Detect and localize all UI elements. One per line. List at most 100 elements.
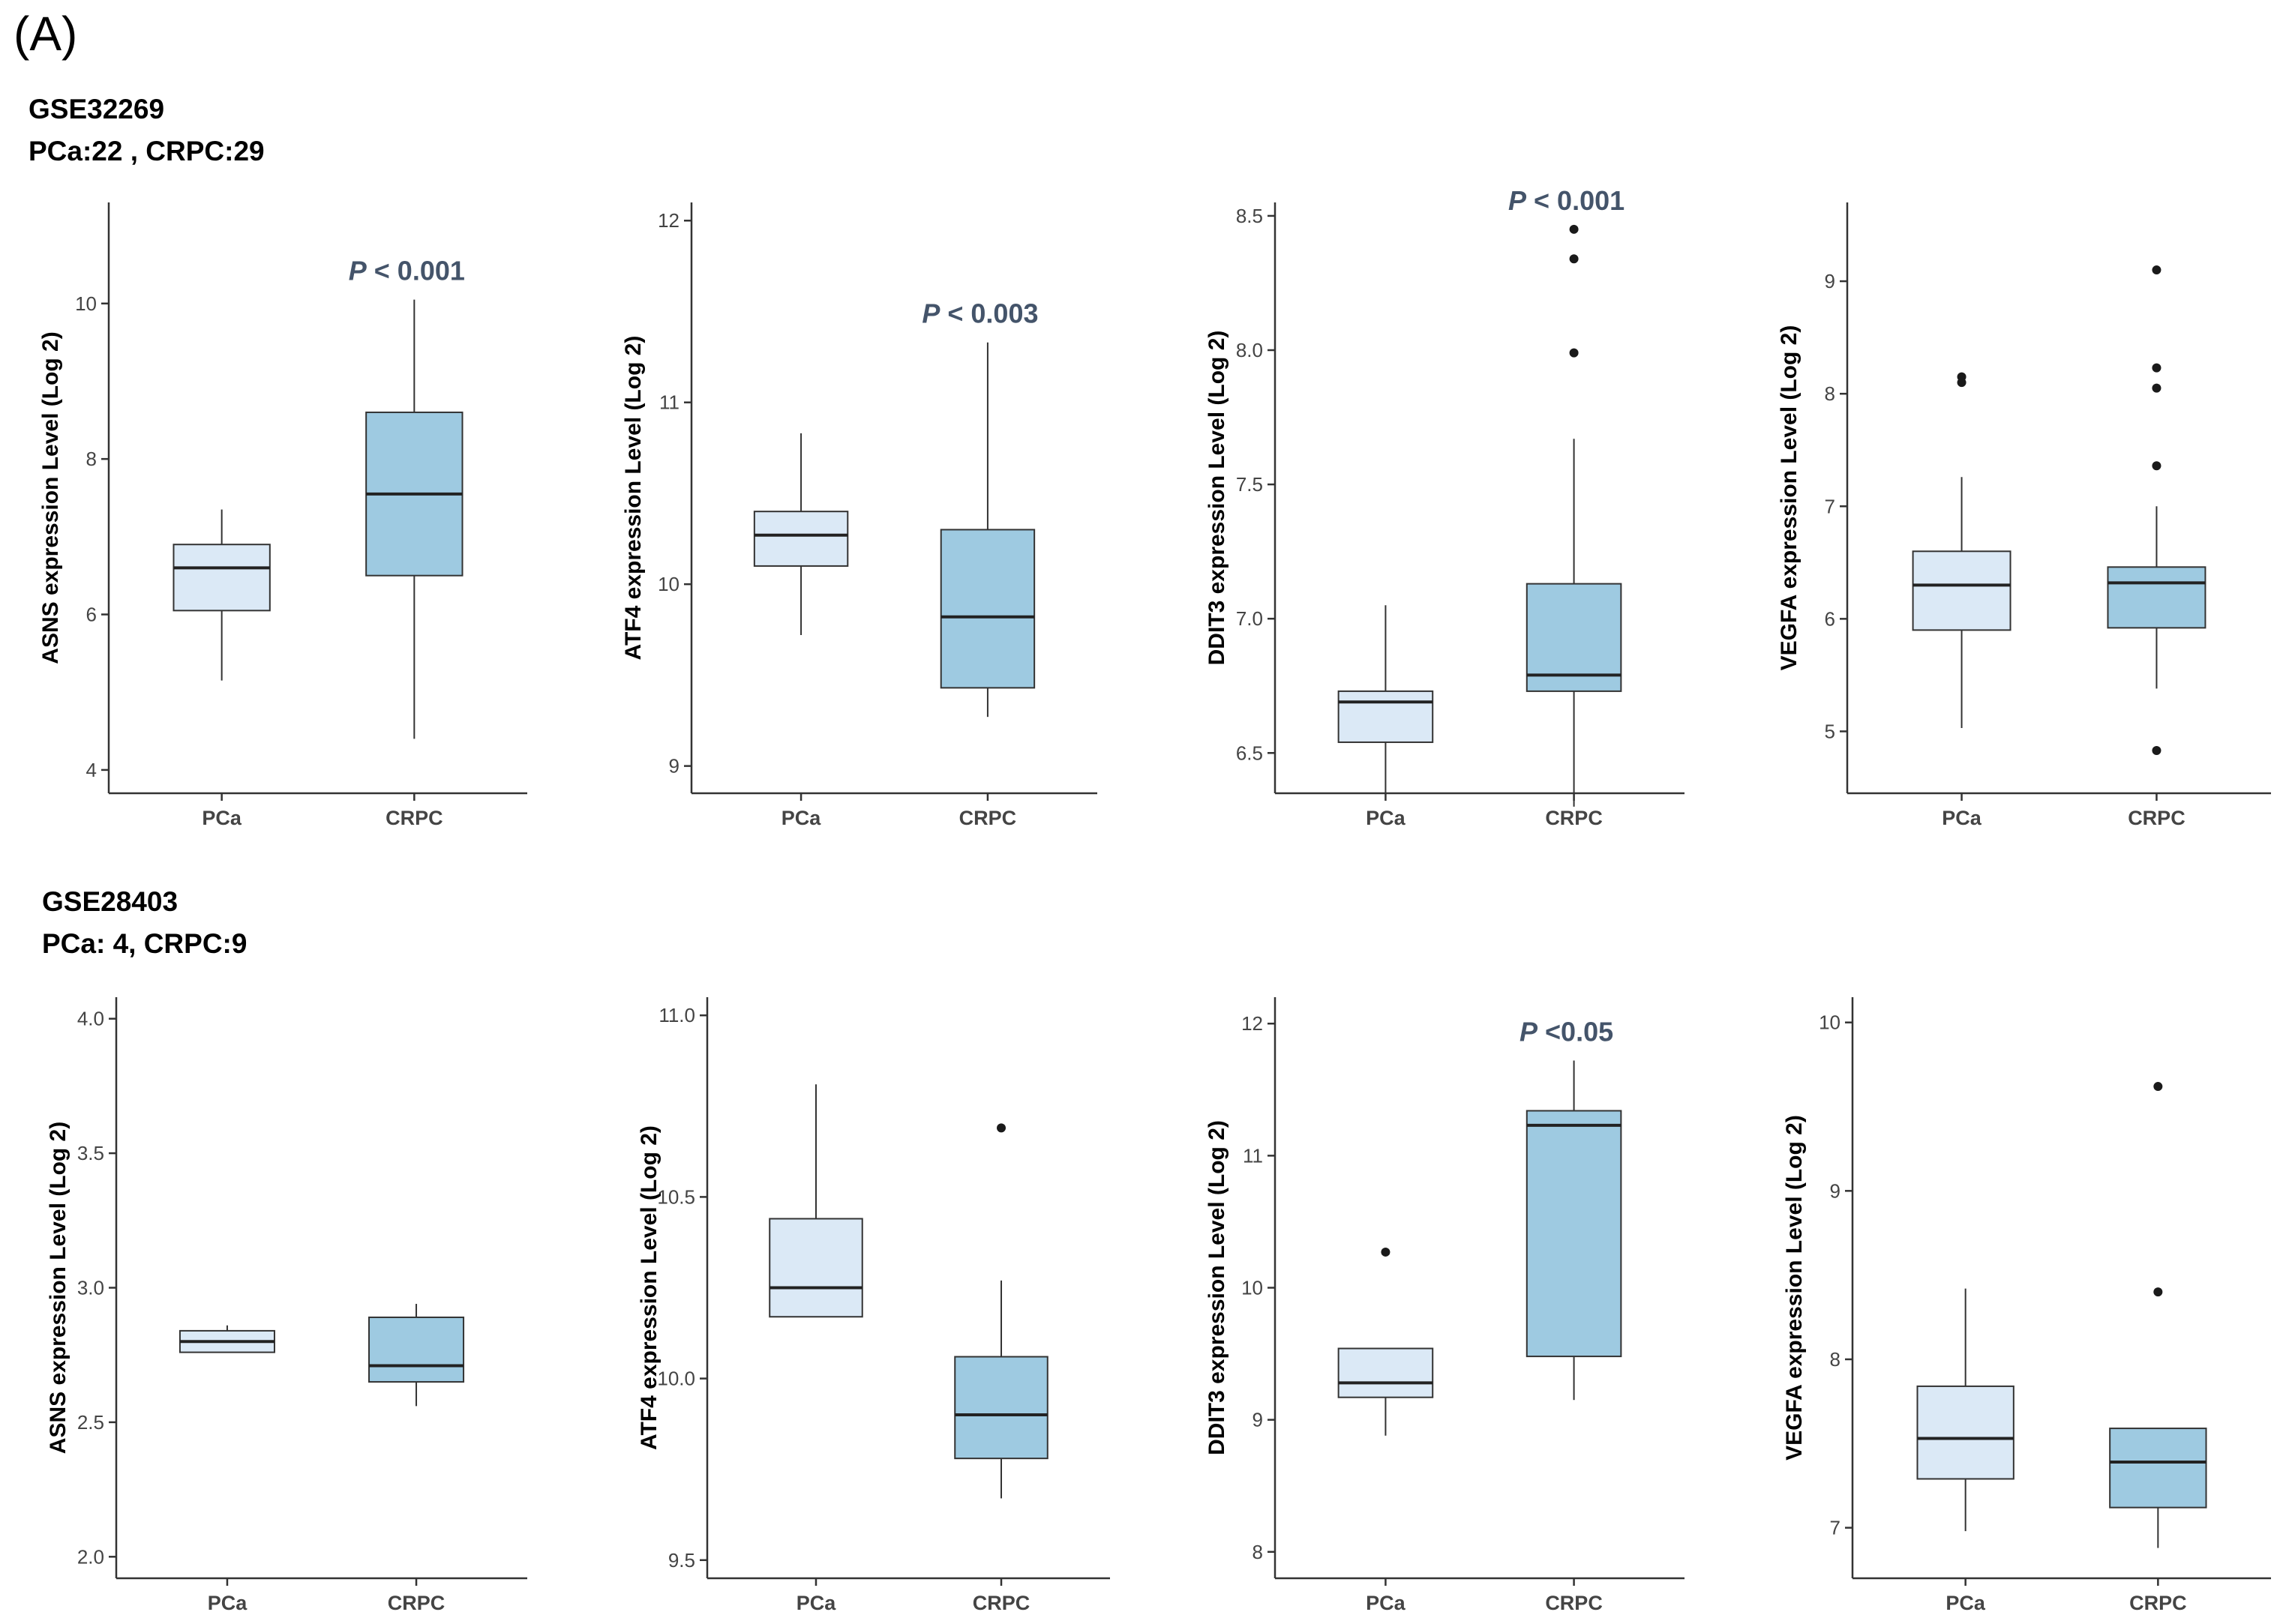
y-axis-label: VEGFA expression Level (Log 2) bbox=[1777, 325, 1802, 671]
x-tick-label-pca: PCa bbox=[202, 807, 242, 829]
y-tick-label: 10 bbox=[658, 573, 680, 595]
y-tick-label: 9 bbox=[1830, 1179, 1840, 1202]
y-tick-label: 7.0 bbox=[1236, 607, 1263, 630]
box-crpc bbox=[1526, 1110, 1622, 1358]
y-tick-label: 12 bbox=[658, 209, 680, 232]
box-pca bbox=[1912, 550, 2012, 631]
box-pca bbox=[769, 1218, 863, 1318]
y-axis-label: ATF4 expression Level (Log 2) bbox=[621, 336, 646, 661]
boxplot-1: 4 6 8 10 ASNS expression Level (Log 2) PCa CRP… bbox=[38, 202, 527, 829]
outlier-point-crpc bbox=[997, 1123, 1006, 1133]
y-tick-label: 9 bbox=[669, 755, 680, 778]
y-axis-label: DDIT3 expression Level (Log 2) bbox=[1204, 331, 1229, 666]
outlier-point-crpc bbox=[2153, 1082, 2163, 1092]
p-value-symbol: P bbox=[1508, 185, 1527, 216]
y-tick-label: 11 bbox=[1243, 1144, 1263, 1167]
outlier-point-pca bbox=[1381, 1247, 1390, 1257]
p-value-symbol: P bbox=[922, 298, 940, 329]
boxplot-8: 7 8 9 10 VEGFA expression Level (Log 2) PCa CR… bbox=[1782, 997, 2271, 1614]
outlier-point-pca bbox=[1957, 372, 1966, 382]
y-tick-label: 6 bbox=[86, 604, 97, 626]
box-pca bbox=[172, 544, 271, 612]
y-tick-label: 9 bbox=[1252, 1409, 1263, 1431]
y-tick-label: 6 bbox=[1825, 607, 1835, 630]
y-axis-label: VEGFA expression Level (Log 2) bbox=[1782, 1115, 1807, 1461]
x-tick-label-pca: PCa bbox=[1942, 807, 1982, 829]
x-tick-label-pca: PCa bbox=[782, 807, 822, 829]
outlier-point-crpc bbox=[2152, 265, 2162, 275]
y-tick-label: 8 bbox=[1825, 382, 1835, 405]
boxplot-4: 5 6 7 8 9 VEGFA expression Level (Log 2) PCa CR… bbox=[1777, 202, 2271, 829]
y-tick-label: 10.5 bbox=[657, 1185, 695, 1208]
boxplot-3: 6.5 7.0 7.5 8.0 8.5 DDIT3 expression Level (L… bbox=[1204, 185, 1684, 829]
row-title-top: GSE32269 PCa:22 , CRPC:29 bbox=[28, 88, 265, 172]
p-value-text: < 0.001 bbox=[367, 256, 465, 286]
x-tick-label-crpc: CRPC bbox=[1545, 807, 1603, 829]
y-tick-label: 7.5 bbox=[1236, 473, 1263, 496]
outlier-point-crpc bbox=[2152, 383, 2162, 393]
y-axis-label: DDIT3 expression Level (Log 2) bbox=[1204, 1120, 1229, 1455]
sample-counts: PCa:22 , CRPC:29 bbox=[28, 136, 265, 166]
p-value-text: < 0.003 bbox=[940, 298, 1038, 329]
y-tick-label: 2.5 bbox=[77, 1411, 104, 1434]
row-title-bottom: GSE28403 PCa: 4, CRPC:9 bbox=[42, 881, 247, 965]
box-crpc bbox=[940, 529, 1036, 689]
y-tick-label: 4.0 bbox=[77, 1008, 104, 1030]
x-tick-label-crpc: CRPC bbox=[1545, 1592, 1603, 1614]
x-tick-label-crpc: CRPC bbox=[2129, 1592, 2187, 1614]
y-tick-label: 6.5 bbox=[1236, 742, 1263, 764]
y-tick-label: 4 bbox=[86, 759, 97, 781]
x-tick-label-crpc: CRPC bbox=[973, 1592, 1030, 1614]
y-tick-label: 3.5 bbox=[77, 1142, 104, 1164]
y-tick-label: 8.5 bbox=[1236, 205, 1263, 227]
dataset-name: GSE28403 bbox=[42, 886, 178, 917]
p-value-text: < 0.001 bbox=[1526, 185, 1624, 216]
x-tick-label-pca: PCa bbox=[1366, 1592, 1406, 1614]
y-tick-label: 11.0 bbox=[658, 1004, 695, 1026]
y-tick-label: 3.0 bbox=[77, 1277, 104, 1299]
p-value-label: P <0.05 bbox=[1520, 1017, 1613, 1047]
box-crpc bbox=[954, 1356, 1048, 1460]
x-tick-label-pca: PCa bbox=[1366, 807, 1406, 829]
x-tick-label-pca: PCa bbox=[796, 1592, 837, 1614]
box-crpc bbox=[368, 1316, 465, 1383]
y-axis-label: ASNS expression Level (Log 2) bbox=[46, 1122, 70, 1454]
y-tick-label: 8 bbox=[1830, 1348, 1840, 1371]
p-value-label: P < 0.001 bbox=[1508, 185, 1624, 216]
y-tick-label: 10 bbox=[1819, 1011, 1840, 1034]
y-tick-label: 7 bbox=[1825, 495, 1835, 517]
y-tick-label: 7 bbox=[1830, 1517, 1840, 1539]
y-tick-label: 2.0 bbox=[77, 1545, 104, 1568]
p-value-label: P < 0.003 bbox=[922, 298, 1038, 329]
y-tick-label: 11 bbox=[659, 391, 680, 414]
box-crpc bbox=[2109, 1428, 2207, 1509]
y-tick-label: 12 bbox=[1241, 1012, 1263, 1035]
x-tick-label-crpc: CRPC bbox=[2128, 807, 2186, 829]
y-axis-label: ATF4 expression Level (Log 2) bbox=[637, 1125, 662, 1450]
outlier-point-crpc bbox=[1569, 348, 1579, 358]
outlier-point-crpc bbox=[2152, 363, 2162, 373]
y-tick-label: 9 bbox=[1825, 270, 1835, 292]
box-pca bbox=[1916, 1385, 2014, 1480]
x-tick-label-crpc: CRPC bbox=[388, 1592, 446, 1614]
x-tick-label-pca: PCa bbox=[208, 1592, 248, 1614]
x-tick-label-crpc: CRPC bbox=[959, 807, 1017, 829]
outlier-point-crpc bbox=[2153, 1287, 2163, 1297]
y-tick-label: 10 bbox=[1241, 1277, 1263, 1299]
x-tick-label-crpc: CRPC bbox=[386, 807, 443, 829]
box-crpc bbox=[1526, 583, 1622, 692]
y-tick-label: 9.5 bbox=[668, 1549, 695, 1572]
box-crpc bbox=[2107, 566, 2206, 629]
y-tick-label: 8.0 bbox=[1236, 339, 1263, 361]
x-tick-label-pca: PCa bbox=[1946, 1592, 1986, 1614]
boxplot-6: 9.5 10.0 10.5 11.0 ATF4 expression Level (Lo… bbox=[637, 997, 1110, 1614]
y-tick-label: 8 bbox=[1252, 1541, 1263, 1563]
outlier-point-crpc bbox=[1569, 224, 1579, 234]
dataset-name: GSE32269 bbox=[28, 94, 165, 124]
boxplot-5: 2.0 2.5 3.0 3.5 4.0 ASNS expression Level (Lo… bbox=[46, 997, 527, 1614]
p-value-text: <0.05 bbox=[1538, 1017, 1613, 1047]
sample-counts: PCa: 4, CRPC:9 bbox=[42, 928, 248, 959]
panel-label: (A) bbox=[14, 7, 78, 61]
boxplot-2: 9 10 11 12 ATF4 expression Level (Log 2) PCa C… bbox=[621, 202, 1097, 829]
